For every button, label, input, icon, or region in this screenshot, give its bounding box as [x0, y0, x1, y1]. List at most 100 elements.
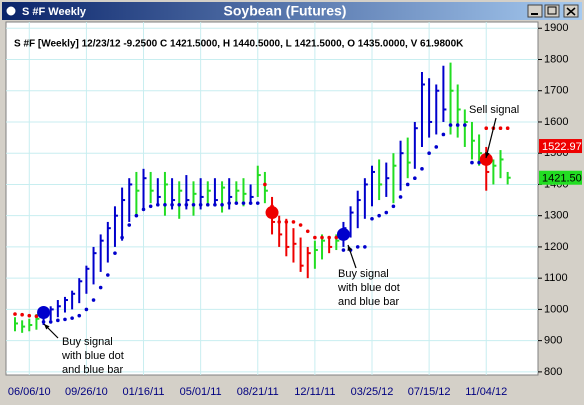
- annotation-arrowhead: [485, 152, 490, 158]
- x-tick-label: 01/16/11: [123, 386, 165, 398]
- sar-dot: [341, 248, 346, 252]
- y-tick-label: 900: [544, 335, 562, 347]
- maximize-icon: [547, 6, 557, 15]
- sar-dot: [234, 201, 239, 205]
- sar-dot: [505, 126, 510, 131]
- sar-dot: [355, 245, 360, 249]
- sar-dot: [213, 202, 217, 207]
- sar-dot: [13, 312, 17, 316]
- x-tick-label: 12/11/11: [294, 386, 335, 398]
- price-marker-label: 1421.50: [542, 173, 582, 185]
- sar-dot: [398, 195, 403, 199]
- sar-dot: [227, 201, 231, 205]
- sar-dot: [391, 204, 396, 209]
- sar-dot: [177, 202, 182, 207]
- sar-dot: [441, 132, 446, 137]
- marks: [13, 62, 511, 333]
- sar-dot: [63, 317, 67, 322]
- annotation: Buy signal: [338, 268, 389, 280]
- sar-dot: [313, 235, 317, 240]
- price-marker: [539, 170, 582, 185]
- y-tick-label: 1800: [544, 53, 568, 65]
- sar-dot: [477, 160, 481, 165]
- sar-dot: [56, 318, 60, 323]
- sar-dot: [470, 160, 474, 165]
- sar-dot: [198, 202, 203, 207]
- sar-dot: [384, 210, 389, 215]
- sar-dot: [334, 235, 339, 240]
- sar-dot: [20, 312, 24, 317]
- price-marker: [539, 139, 582, 154]
- y-tick-label: 1600: [544, 116, 568, 128]
- annotation-arrowhead: [347, 245, 353, 251]
- window-buttons: [527, 4, 579, 18]
- annotation: with blue dot: [61, 350, 124, 362]
- x-tick-label: 06/06/10: [8, 386, 51, 398]
- y-tick-label: 1000: [544, 303, 568, 315]
- y-tick-label: 1900: [544, 22, 568, 34]
- annotation-arrow: [485, 117, 497, 159]
- x-tick-label: 09/26/10: [65, 386, 108, 398]
- sar-dot: [77, 313, 82, 318]
- sar-dot: [205, 202, 210, 207]
- sar-dot: [134, 213, 139, 218]
- signal-dot: [479, 152, 493, 166]
- sar-dot: [413, 176, 417, 180]
- sar-dot: [305, 229, 310, 234]
- sar-dot: [127, 223, 132, 227]
- annotation-arrowhead: [44, 324, 50, 330]
- sar-dot: [106, 273, 110, 277]
- y-tick-label: 1100: [544, 272, 568, 284]
- sar-dot: [448, 123, 453, 127]
- x-tick-label: 07/15/12: [408, 386, 451, 398]
- sar-dot: [320, 235, 324, 240]
- y-tick-label: 800: [544, 366, 562, 378]
- sar-dot: [248, 201, 253, 205]
- sar-dot: [91, 298, 96, 302]
- sar-dot: [427, 151, 431, 156]
- sar-dot: [455, 123, 460, 127]
- sar-dot: [327, 235, 331, 240]
- sar-dot: [463, 123, 467, 127]
- annotation: with blue dot: [337, 282, 400, 294]
- sar-dot: [113, 251, 117, 255]
- y-tick-label: 1300: [544, 210, 568, 222]
- sar-dot: [291, 220, 296, 224]
- x-tick-label: 08/21/11: [237, 386, 279, 398]
- chart-title: S #F [Weekly] 12/23/12 -9.2500 C 1421.50…: [14, 39, 464, 50]
- price-marker-label: 1522.97: [542, 141, 582, 153]
- sar-dot: [41, 320, 46, 324]
- y-tick-label: 1700: [544, 85, 568, 97]
- sar-dot: [284, 220, 289, 224]
- annotation: and blue bar: [338, 296, 399, 308]
- sar-dot: [184, 202, 189, 207]
- sar-dot: [241, 201, 246, 205]
- sar-dot: [141, 207, 146, 212]
- sar-dot: [163, 202, 167, 207]
- signal-dot: [336, 227, 350, 241]
- sar-dot: [34, 314, 39, 319]
- sar-dot: [98, 285, 103, 290]
- annotation: Sell signal: [469, 104, 519, 116]
- sar-dot: [484, 126, 489, 131]
- sar-dot: [298, 223, 303, 227]
- sar-dot: [120, 235, 124, 240]
- signal-dot: [37, 306, 51, 320]
- sar-dot: [84, 307, 89, 312]
- sar-dot: [434, 145, 439, 149]
- title-bar: [2, 2, 582, 20]
- close-icon: [566, 7, 576, 16]
- x-tick-label: 03/25/12: [351, 386, 394, 398]
- x-tick-label: 11/04/12: [465, 386, 507, 398]
- window-title: S #F Weekly: [22, 6, 87, 18]
- window-icon: [5, 5, 17, 17]
- sar-dot: [220, 202, 224, 207]
- sar-dot: [405, 182, 410, 187]
- annotation: Buy signal: [62, 336, 113, 348]
- signal-dot: [265, 206, 279, 220]
- minimize-button[interactable]: [527, 4, 543, 18]
- sar-dot: [363, 245, 367, 249]
- sar-dot: [70, 316, 74, 320]
- sar-dot: [377, 213, 381, 218]
